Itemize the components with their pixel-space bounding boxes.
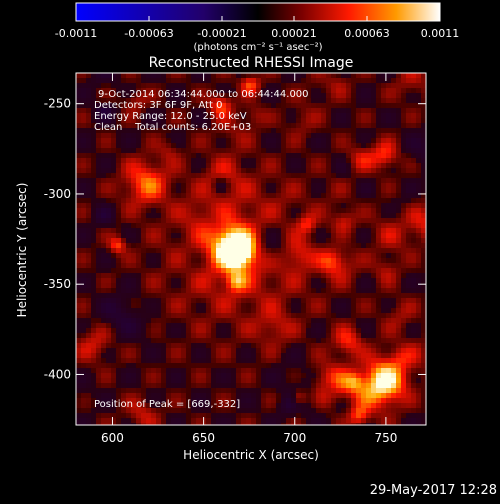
colorbar-units: (photons cm⁻² s⁻¹ asec⁻²) bbox=[193, 42, 322, 53]
chart-title: Reconstructed RHESSI Image bbox=[149, 55, 354, 71]
x-tick-label: 750 bbox=[374, 431, 397, 445]
colorbar-tick-label: 0.00021 bbox=[271, 27, 317, 40]
colorbar-tick-label: 0.0011 bbox=[421, 27, 460, 40]
colorbar-tick-label: -0.00063 bbox=[124, 27, 173, 40]
colorbar-tick-label: -0.00021 bbox=[197, 27, 246, 40]
colorbar bbox=[76, 3, 440, 21]
annotation-detectors: Detectors: 3F 6F 9F, Att 0 bbox=[94, 100, 222, 111]
footer-date: 29-May-2017 12:28 bbox=[370, 483, 497, 498]
annotation-time: 9-Oct-2014 06:34:44.000 to 06:44:44.000 bbox=[98, 89, 309, 100]
annotation-energy: Energy Range: 12.0 - 25.0 keV bbox=[94, 111, 247, 122]
y-axis-label: Heliocentric Y (arcsec) bbox=[15, 183, 29, 318]
y-tick-label: -300 bbox=[44, 187, 71, 201]
x-tick-label: 650 bbox=[192, 431, 215, 445]
y-tick-label: -350 bbox=[44, 277, 71, 291]
colorbar-tick-label: 0.00063 bbox=[344, 27, 390, 40]
x-tick-label: 600 bbox=[101, 431, 124, 445]
y-tick-label: -250 bbox=[44, 97, 71, 111]
x-tick-label: 700 bbox=[283, 431, 306, 445]
y-tick-label: -400 bbox=[44, 367, 71, 381]
peak-position-label: Position of Peak = [669,-332] bbox=[94, 399, 240, 410]
annotation-counts: Clean Total counts: 6.20E+03 bbox=[94, 122, 251, 133]
colorbar-tick-label: -0.0011 bbox=[55, 27, 97, 40]
x-axis-label: Heliocentric X (arcsec) bbox=[183, 448, 319, 462]
